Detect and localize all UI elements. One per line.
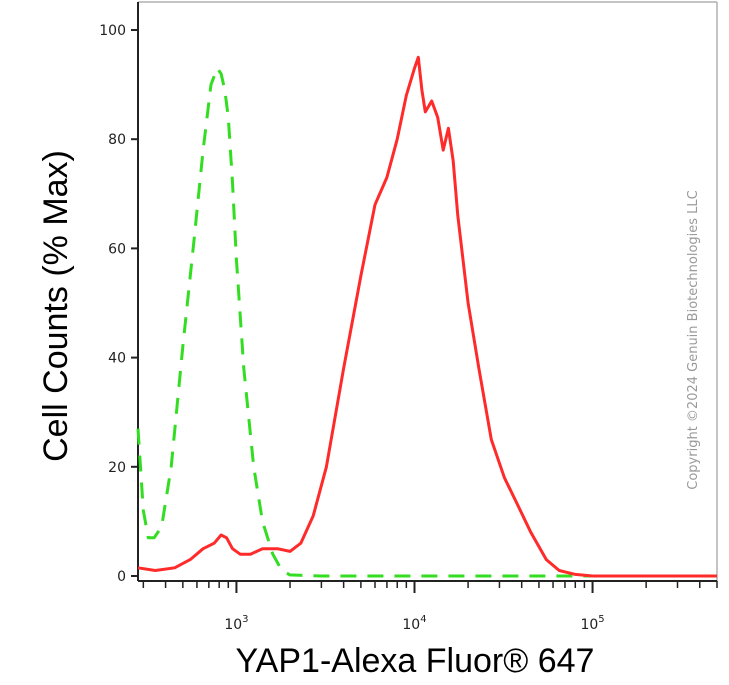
copyright-watermark: Copyright ©2024 Genuin Biotechnologies L… [686, 190, 701, 489]
series-layer [136, 55, 717, 578]
plot-frame [138, 1, 718, 581]
x-ticks: 103 104 105 [142, 581, 718, 633]
y-axis-title: Cell Counts (% Max) [37, 150, 75, 462]
y-tick-label: 0 [117, 569, 126, 585]
y-tick-label: 80 [108, 132, 126, 148]
x-tick-label: 103 [224, 614, 248, 633]
y-tick-label: 100 [99, 23, 126, 39]
y-ticks: 0 20 40 60 80 100 [99, 23, 138, 585]
y-tick-label: 20 [108, 460, 126, 476]
x-tick-label: 104 [402, 614, 426, 633]
x-tick-label: 105 [580, 614, 604, 633]
y-tick-label: 40 [108, 351, 126, 367]
series-line-solid [137, 55, 717, 578]
y-tick-label: 60 [108, 241, 126, 257]
y-axis: 0 20 40 60 80 100 [99, 2, 139, 585]
x-axis: 103 104 105 [138, 580, 718, 633]
x-axis-title: YAP1-Alexa Fluor® 647 [236, 642, 595, 680]
series-line-dashed [136, 66, 717, 578]
